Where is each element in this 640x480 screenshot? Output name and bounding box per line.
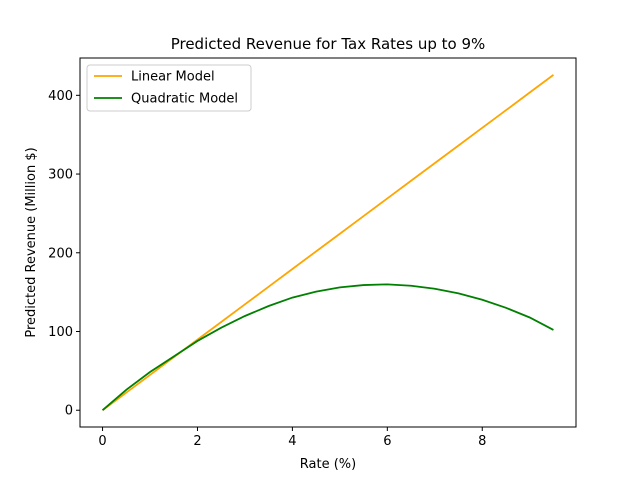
series-line-quadratic [101, 283, 554, 411]
legend: Linear Model Quadratic Model [86, 64, 252, 112]
y-tick-label: 300 [48, 168, 73, 183]
x-tick-label: 4 [288, 434, 296, 449]
y-tick-label: 200 [48, 246, 73, 261]
chart-title: Predicted Revenue for Tax Rates up to 9% [171, 35, 486, 53]
plot-area [101, 74, 554, 411]
x-tick-label: 6 [383, 434, 391, 449]
x-tick-label: 0 [98, 434, 106, 449]
y-axis-label: Predicted Revenue (Million $) [24, 147, 39, 337]
plot-frame [79, 57, 577, 428]
legend-label-quadratic: Quadratic Model [131, 92, 238, 107]
axis-ticks: 0 2 4 6 8 0 100 200 300 400 [48, 89, 486, 449]
x-tick-label: 2 [193, 434, 201, 449]
y-tick-label: 100 [48, 325, 73, 340]
legend-label-linear: Linear Model [131, 70, 215, 85]
y-tick-label: 0 [65, 404, 73, 419]
y-tick-label: 400 [48, 89, 73, 104]
x-axis-label: Rate (%) [300, 457, 356, 472]
legend-box [86, 64, 252, 112]
x-tick-label: 8 [478, 434, 486, 449]
